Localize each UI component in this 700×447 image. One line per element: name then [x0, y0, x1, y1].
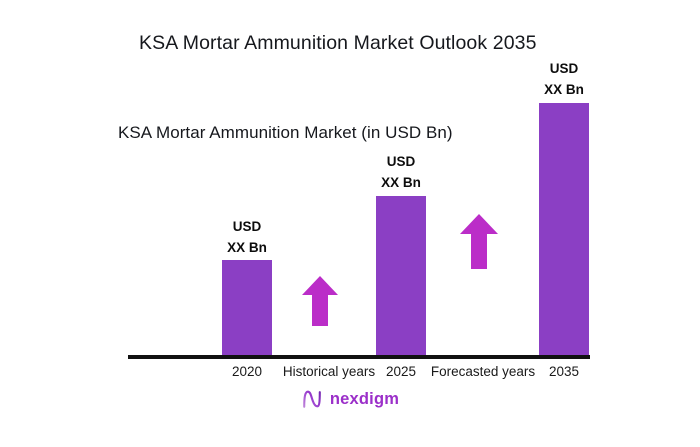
brand-logo: nexdigm: [0, 388, 700, 410]
x-axis-baseline: [128, 355, 590, 359]
bar-2020[interactable]: [222, 260, 272, 357]
axis-label-2025: 2025: [385, 364, 417, 379]
axis-label-forecasted-years: Forecasted years: [430, 364, 536, 379]
bar-2035[interactable]: [539, 103, 589, 357]
bar-value-label-2035: USD XX Bn: [514, 59, 614, 101]
axis-label-historical-years: Historical years: [282, 364, 376, 379]
growth-arrow-forecast: [460, 214, 498, 269]
axis-label-2020: 2020: [231, 364, 263, 379]
bar-value-label-line2: XX Bn: [227, 239, 267, 255]
chart-subtitle: KSA Mortar Ammunition Market (in USD Bn): [118, 123, 453, 142]
axis-label-2035: 2035: [548, 364, 580, 379]
bar-value-label-line1: USD: [386, 154, 416, 169]
bar-value-label-2025: USD XX Bn: [351, 152, 451, 194]
bar-value-label-line1: USD: [232, 219, 262, 234]
bar-2025[interactable]: [376, 196, 426, 357]
bar-value-label-line2: XX Bn: [544, 81, 584, 97]
nexdigm-n-logo-icon: [303, 390, 321, 408]
bar-value-label-line2: XX Bn: [381, 174, 421, 190]
chart-title: KSA Mortar Ammunition Market Outlook 203…: [139, 32, 537, 54]
brand-name: nexdigm: [329, 389, 400, 408]
bar-value-label-2020: USD XX Bn: [197, 217, 297, 259]
bar-value-label-line1: USD: [549, 61, 579, 76]
growth-arrow-historical: [302, 276, 338, 326]
